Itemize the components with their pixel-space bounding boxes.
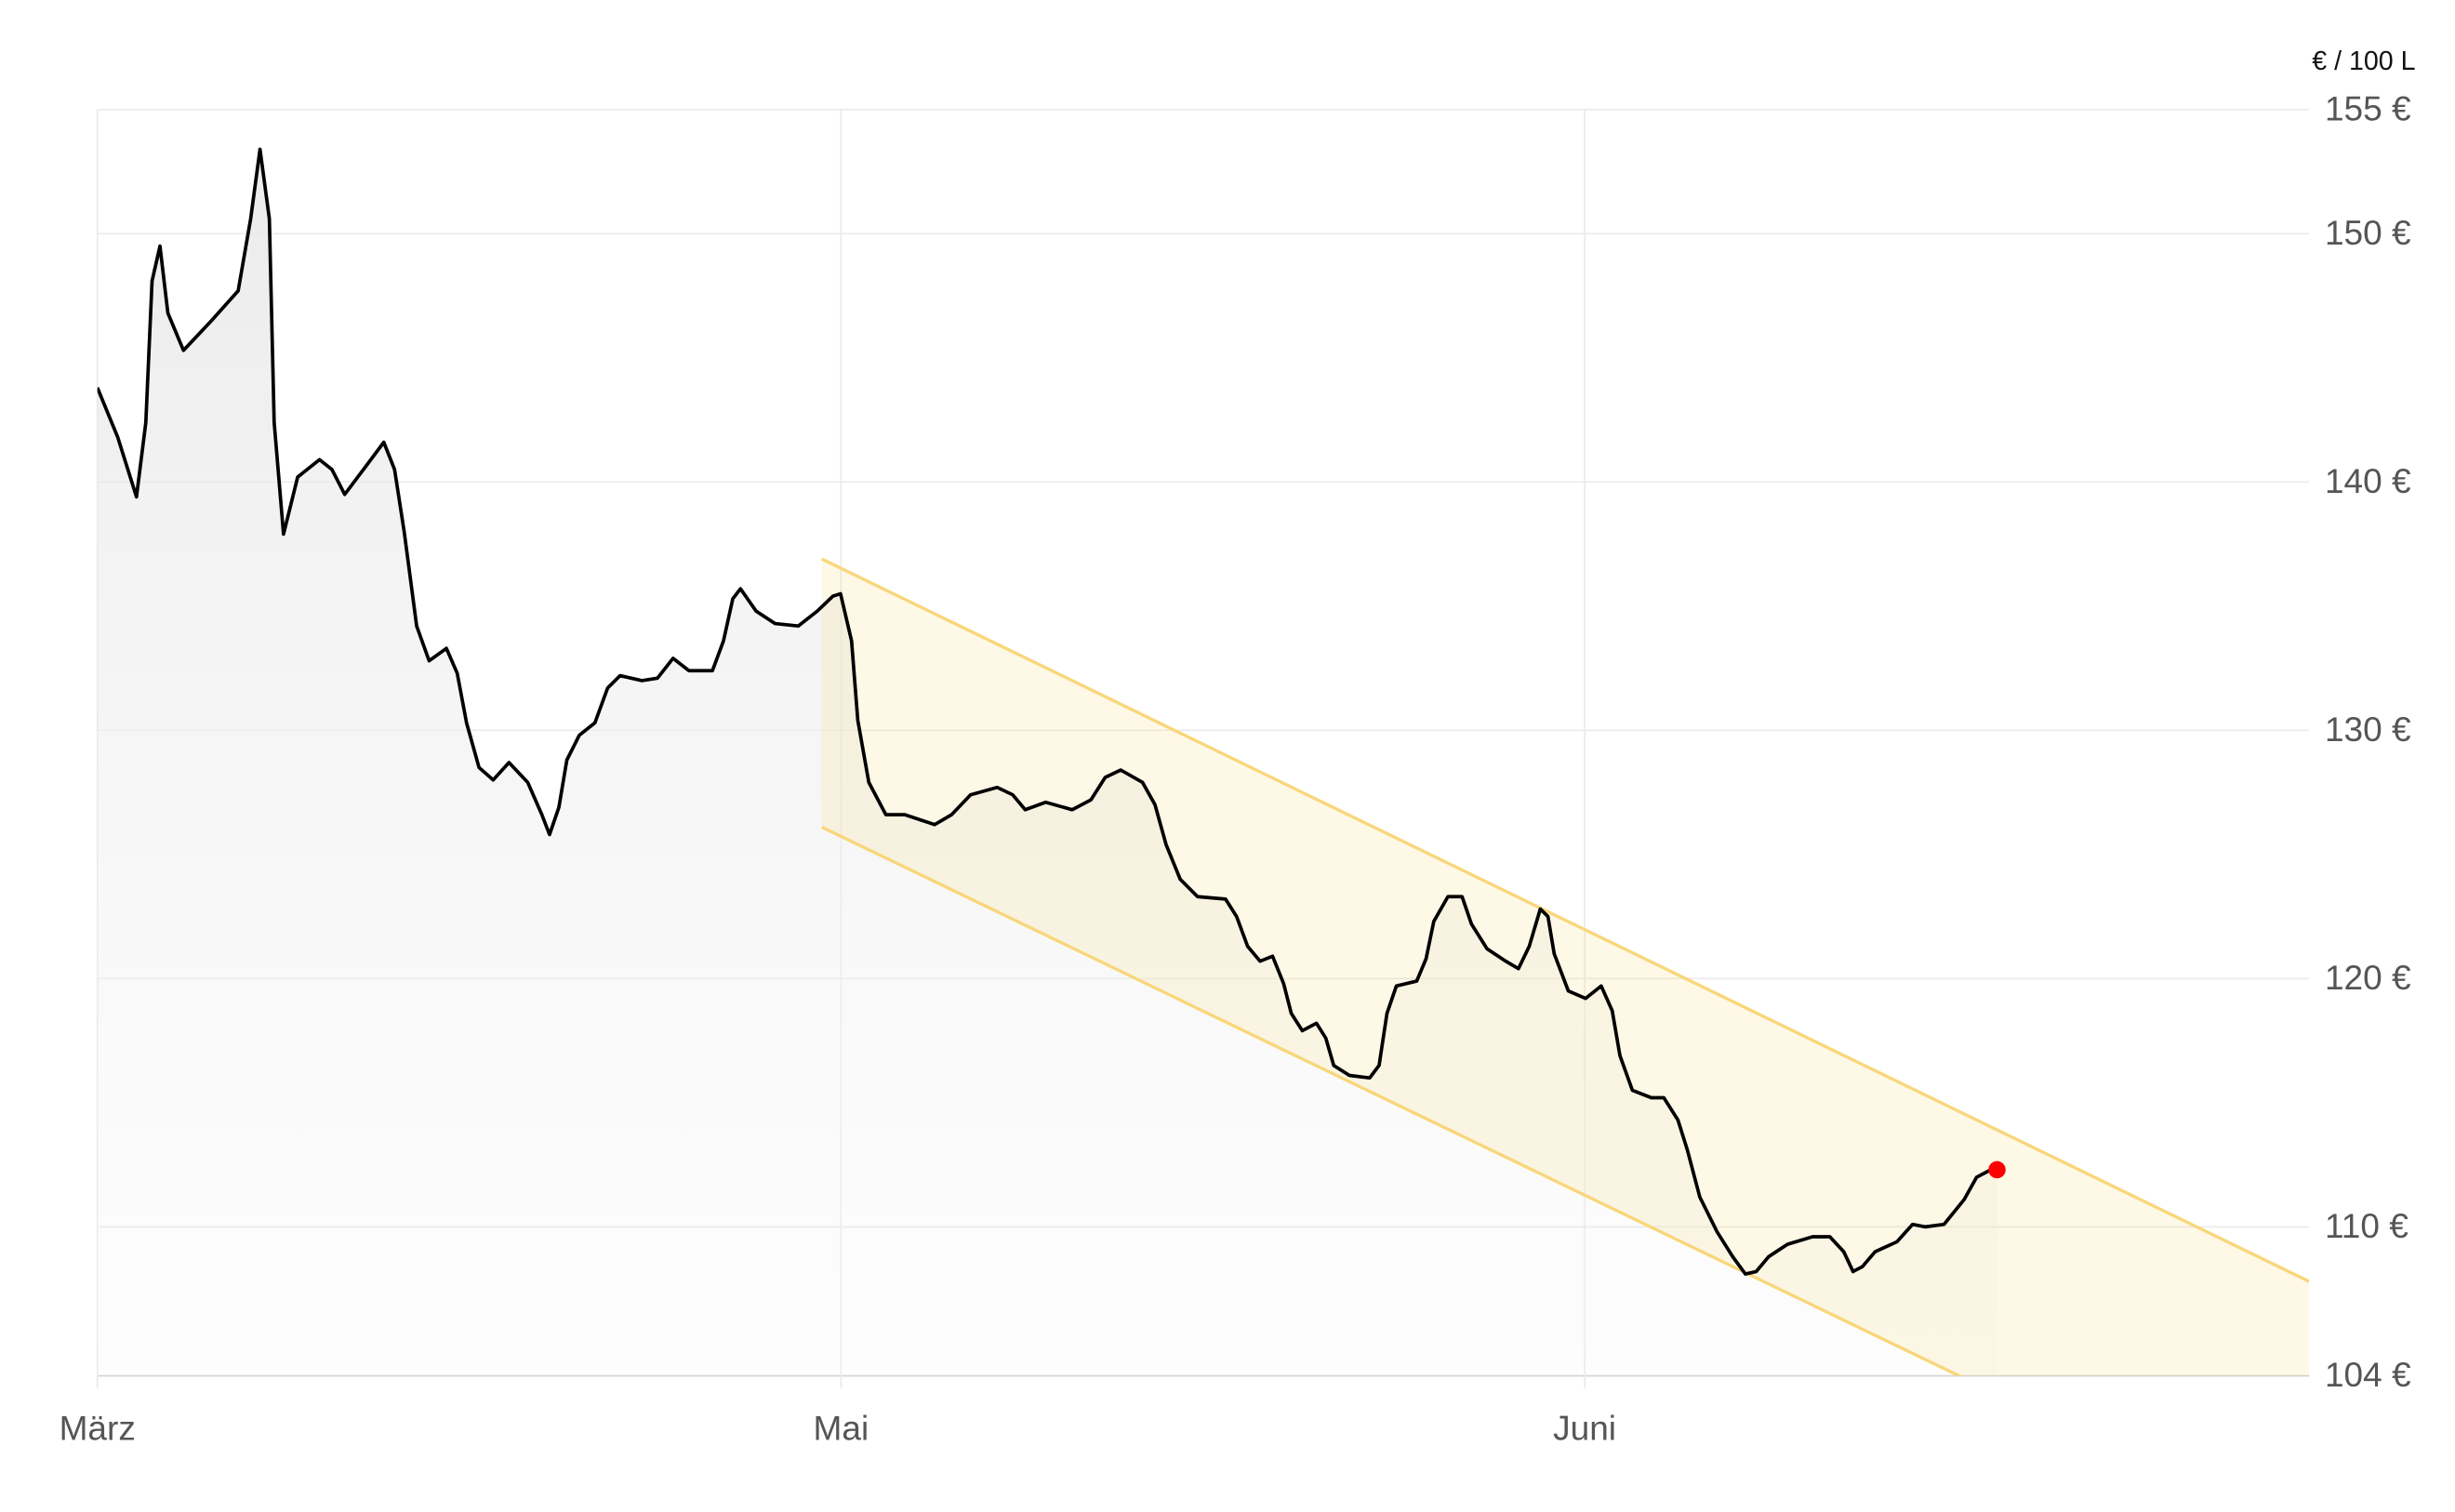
plot-area — [97, 147, 2310, 1376]
area — [97, 149, 1997, 1376]
y-tick-label: 140 € — [2325, 461, 2411, 500]
channel-line — [821, 557, 2310, 1283]
y-tick-label: 150 € — [2325, 213, 2411, 252]
y-tick-label: 120 € — [2325, 958, 2411, 997]
x-tick-label: Juni — [1553, 1408, 1616, 1447]
line — [97, 147, 1997, 1276]
channel-line — [821, 825, 1963, 1376]
y-tick-label: 155 € — [2325, 88, 2411, 127]
y-tick-label: 110 € — [2325, 1206, 2409, 1245]
channel-band — [821, 559, 2310, 1376]
y-tick-label: 104 € — [2325, 1355, 2411, 1394]
last-point — [1988, 1161, 2006, 1179]
x-tick-label: Mai — [814, 1408, 869, 1447]
y-tick-label: 130 € — [2325, 710, 2411, 749]
unit-label: € / 100 L — [2312, 46, 2415, 76]
x-tick-label: März — [60, 1408, 136, 1447]
